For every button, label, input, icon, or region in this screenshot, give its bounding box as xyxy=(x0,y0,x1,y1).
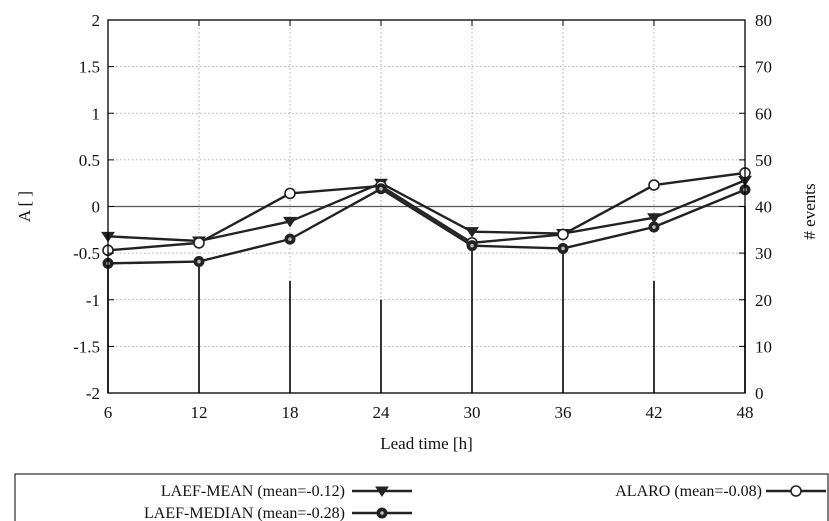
data-point xyxy=(283,216,297,228)
legend: LAEF-MEAN (mean=-0.12) ALARO (mean=-0.08)… xyxy=(14,473,829,521)
y2-tick-label: 60 xyxy=(755,104,772,123)
legend-marker xyxy=(790,485,802,497)
y2-tick-label: 30 xyxy=(755,244,772,263)
y2-tick-label: 20 xyxy=(755,291,772,310)
events-bars xyxy=(107,206,746,393)
legend-entries: LAEF-MEAN (mean=-0.12) ALARO (mean=-0.08)… xyxy=(144,483,826,521)
y-tick-label: -0.5 xyxy=(73,244,100,263)
legend-marker-center xyxy=(380,511,384,515)
y2-tick-label: 40 xyxy=(755,198,772,217)
legend-label: ALARO (mean=-0.08) xyxy=(615,483,762,500)
y-tick-label: 2 xyxy=(92,11,101,30)
legend-entry: LAEF-MEDIAN (mean=-0.28) xyxy=(144,505,412,521)
legend-marker xyxy=(375,486,389,497)
data-point xyxy=(648,179,660,191)
data-point xyxy=(465,227,479,238)
x-tick-label: 42 xyxy=(646,403,663,422)
series-group xyxy=(101,167,752,269)
legend-label: LAEF-MEAN (mean=-0.12) xyxy=(161,483,345,500)
y2-tick-label: 50 xyxy=(755,151,772,170)
legend-label: LAEF-MEDIAN (mean=-0.28) xyxy=(144,505,345,521)
series-line xyxy=(107,179,746,243)
y-tick-label: -1 xyxy=(86,291,100,310)
series-circle-filled xyxy=(102,183,751,269)
ticks: 6 12 18 24 30 36 42 48-2-1.5-1-0.500.511.520102… xyxy=(73,11,772,422)
x-tick-label: 36 xyxy=(555,403,572,422)
y2-axis-label: # events xyxy=(800,183,819,239)
data-point xyxy=(647,213,661,224)
data-point xyxy=(193,237,205,249)
x-tick-label: 24 xyxy=(373,403,391,422)
y-tick-label: -1.5 xyxy=(73,337,100,356)
x-axis-label: Lead time [h] xyxy=(380,434,473,453)
data-point-center xyxy=(652,225,656,229)
data-point-center xyxy=(470,243,474,248)
data-point-center xyxy=(197,259,201,264)
legend-entry: ALARO (mean=-0.08) xyxy=(615,483,826,500)
y-tick-label: 0.5 xyxy=(79,151,100,170)
y2-tick-label: 70 xyxy=(755,58,772,77)
y-tick-label: -2 xyxy=(86,384,100,403)
x-tick-label: 18 xyxy=(282,403,299,422)
series-circle-open xyxy=(102,167,751,257)
data-point-center xyxy=(561,246,565,251)
y2-tick-label: 0 xyxy=(755,384,764,403)
legend-entry: LAEF-MEAN (mean=-0.12) xyxy=(161,483,412,500)
data-point xyxy=(557,228,569,241)
y2-tick-label: 80 xyxy=(755,11,772,30)
data-point xyxy=(284,187,296,200)
y2-tick-label: 10 xyxy=(755,337,772,356)
x-tick-label: 30 xyxy=(464,403,481,422)
y-tick-label: 1 xyxy=(92,104,101,123)
series-line xyxy=(107,171,746,252)
x-tick-label: 48 xyxy=(737,403,754,422)
legend-box xyxy=(14,473,829,521)
y-axis-label: A [ ] xyxy=(15,191,34,222)
y-tick-label: 0 xyxy=(92,198,101,217)
series-line xyxy=(107,187,746,265)
x-tick-label: 6 xyxy=(104,403,113,422)
x-tick-label: 12 xyxy=(191,403,208,422)
y-tick-label: 1.5 xyxy=(79,58,100,77)
data-point-center xyxy=(288,237,292,241)
data-point-center xyxy=(379,186,383,191)
